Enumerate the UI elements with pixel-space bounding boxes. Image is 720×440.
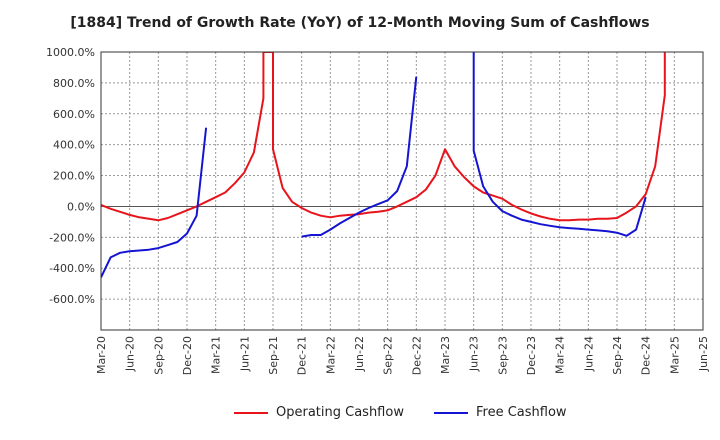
y-tick-label: -200.0% — [49, 231, 95, 244]
x-tick-label: Sep-23 — [496, 336, 509, 375]
x-tick-label: Dec-24 — [640, 336, 653, 375]
legend-label-free: Free Cashflow — [476, 405, 567, 420]
y-tick-label: 400.0% — [53, 139, 95, 152]
x-tick-label: Dec-21 — [296, 336, 309, 375]
x-tick-label: Jun-24 — [582, 336, 595, 372]
x-tick-label: Jun-22 — [353, 336, 366, 372]
x-tick-label: Dec-20 — [181, 336, 194, 375]
legend: Operating Cashflow Free Cashflow — [0, 405, 720, 425]
series-line-free-cashflow — [472, 52, 647, 237]
x-tick-label: Mar-22 — [324, 336, 337, 374]
x-tick-label: Jun-20 — [124, 336, 137, 372]
y-tick-label: 600.0% — [53, 108, 95, 121]
x-tick-label: Mar-24 — [554, 336, 567, 374]
y-tick-label: 800.0% — [53, 77, 95, 90]
legend-item-free-cashflow: Free Cashflow — [434, 405, 567, 420]
legend-swatch-operating — [234, 411, 268, 414]
plot-border — [100, 51, 704, 331]
y-tick-label: 1000.0% — [46, 46, 95, 59]
x-tick-label: Sep-21 — [267, 336, 280, 375]
plot-area — [101, 52, 703, 330]
chart-title: [1884] Trend of Growth Rate (YoY) of 12-… — [70, 15, 650, 31]
y-tick-label: 200.0% — [53, 170, 95, 183]
x-tick-label: Sep-20 — [152, 336, 165, 375]
x-tick-label: Sep-22 — [382, 336, 395, 375]
series-line-free-cashflow — [301, 76, 418, 238]
legend-label-operating: Operating Cashflow — [276, 405, 404, 420]
x-tick-label: Jun-25 — [697, 336, 710, 372]
x-tick-label: Mar-25 — [668, 336, 681, 374]
series-line-operating-cashflow — [101, 52, 666, 222]
x-tick-label: Mar-20 — [95, 336, 108, 374]
x-tick-label: Sep-24 — [611, 336, 624, 375]
x-tick-label: Mar-21 — [210, 336, 223, 374]
x-tick-label: Jun-21 — [238, 336, 251, 372]
legend-item-operating-cashflow: Operating Cashflow — [234, 405, 404, 420]
y-tick-label: -400.0% — [49, 262, 95, 275]
series-line-free-cashflow — [101, 127, 208, 278]
y-tick-label: -600.0% — [49, 293, 95, 306]
y-tick-label: 0.0% — [67, 200, 95, 213]
x-tick-label: Dec-22 — [410, 336, 423, 375]
x-tick-label: Dec-23 — [525, 336, 538, 375]
legend-swatch-free — [434, 411, 468, 414]
x-tick-label: Mar-23 — [439, 336, 452, 374]
x-tick-label: Jun-23 — [468, 336, 481, 372]
